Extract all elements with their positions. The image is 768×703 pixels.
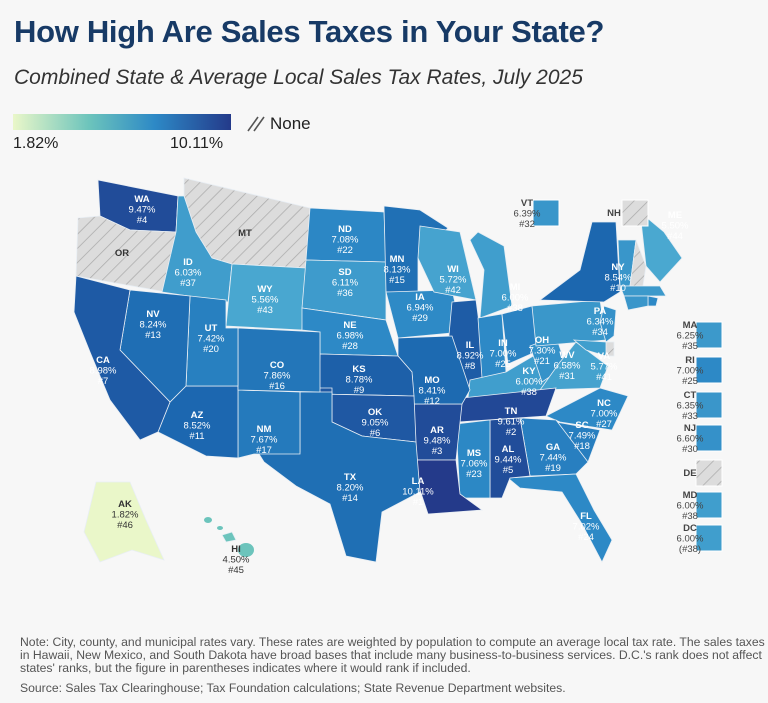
state-label-ak: AK 1.82% #46	[112, 499, 139, 531]
state-label-ia: IA 6.94% #29	[407, 292, 434, 324]
state-label-nh: NH	[607, 208, 621, 219]
state-label-mn: MN 8.13% #15	[384, 254, 411, 286]
state-label-tx: TX 8.20% #14	[337, 472, 364, 504]
hatch-icon	[247, 116, 265, 132]
state-ca	[73, 275, 171, 441]
state-label-sd: SD 6.11% #36	[332, 267, 359, 299]
state-ny	[538, 221, 621, 303]
state-label-ok: OK 9.05% #6	[362, 407, 389, 439]
state-box-nj	[695, 424, 723, 452]
state-label-ut: UT 7.42% #20	[198, 323, 225, 355]
legend-color-scale	[13, 114, 231, 130]
state-label-il: IL 8.92% #8	[457, 340, 484, 372]
state-label-va: VA 5.77% #41	[591, 351, 618, 383]
state-hi-island	[204, 517, 212, 523]
state-box-ma	[695, 321, 723, 349]
state-box-nh	[621, 199, 649, 227]
state-box-dc	[695, 524, 723, 552]
state-label-al: AL 9.44% #5	[495, 444, 522, 476]
state-fl	[506, 473, 613, 563]
legend-none: None	[246, 114, 311, 134]
state-label-pa: PA 6.34% #34	[587, 306, 614, 338]
footnote: Note: City, county, and municipal rates …	[20, 635, 765, 675]
state-ak	[83, 481, 165, 563]
state-box-de	[695, 459, 723, 487]
state-label-co: CO 7.86% #16	[264, 360, 291, 392]
state-wi	[417, 225, 477, 301]
state-md	[572, 339, 607, 357]
page-subtitle: Combined State & Average Local Sales Tax…	[14, 66, 583, 89]
state-label-dc: DC 6.00% (#38)	[677, 523, 704, 555]
state-ma	[619, 285, 667, 297]
state-label-wi: WI 5.72% #42	[440, 264, 467, 296]
state-label-me: ME 5.50% #44	[662, 210, 689, 242]
state-label-ma: MA 6.25% #35	[677, 320, 704, 352]
state-hi	[221, 531, 237, 543]
state-label-tn: TN 9.61% #2	[498, 406, 525, 438]
state-box-ri	[695, 356, 723, 384]
state-box-ct	[695, 391, 723, 419]
state-label-or: OR	[115, 248, 129, 259]
state-ct	[623, 295, 649, 311]
state-label-hi: HI 4.50% #45	[223, 544, 250, 576]
state-label-ks: KS 8.78% #9	[346, 364, 373, 396]
state-label-fl: FL 7.02% #24	[573, 511, 600, 543]
state-label-in: IN 7.00% #25	[490, 338, 517, 370]
state-nj	[599, 305, 617, 343]
state-label-wa: WA 9.47% #4	[129, 194, 156, 226]
legend-max-label: 10.11%	[170, 135, 224, 152]
state-label-id: ID 6.03% #37	[175, 257, 202, 289]
state-label-mt: MT	[238, 228, 252, 239]
legend-none-label: None	[270, 114, 311, 133]
state-label-ct: CT 6.35% #33	[677, 390, 704, 422]
state-label-wv: WV 6.58% #31	[554, 350, 581, 382]
page-title: How High Are Sales Taxes in Your State?	[14, 14, 605, 49]
state-label-ri: RI 7.00% #25	[677, 355, 704, 387]
state-label-ar: AR 9.48% #3	[424, 425, 451, 457]
state-me	[639, 211, 683, 283]
state-label-wy: WY 5.56% #43	[252, 284, 279, 316]
state-label-nd: ND 7.08% #22	[332, 224, 359, 256]
us-map: WA 9.47% #4 OR MT ID 6.03% #37 WY 5.56% #43 ND 7.08%…	[73, 177, 723, 576]
source-note: Source: Sales Tax Clearinghouse; Tax Fou…	[20, 681, 566, 695]
state-ri	[647, 295, 659, 307]
state-nc	[545, 387, 629, 431]
state-label-ne: NE 6.98% #28	[337, 320, 364, 352]
state-label-nm: NM 7.67% #17	[251, 424, 278, 456]
state-label-mo: MO 8.41% #12	[419, 375, 446, 407]
state-box-md	[695, 491, 723, 519]
state-label-sc: SC 7.49% #18	[569, 420, 596, 452]
legend-min-label: 1.82%	[13, 135, 59, 152]
state-label-ny: NY 8.54% #10	[605, 262, 632, 294]
state-ms	[455, 419, 491, 499]
state-label-de: DE	[683, 468, 696, 479]
state-box-vt	[532, 199, 560, 227]
state-label-oh: OH 7.30% #21	[529, 335, 556, 367]
state-label-md: MD 6.00% #38	[677, 490, 704, 522]
state-va	[539, 341, 609, 391]
state-hi-island	[238, 543, 254, 557]
state-label-ms: MS 7.06% #23	[461, 448, 488, 480]
state-label-vt: VT 6.39% #32	[514, 198, 541, 230]
state-label-mi: MI 6.00% #38	[502, 282, 529, 314]
state-label-nv: NV 8.24% #13	[140, 309, 167, 341]
state-label-ca: CA 8.98% #7	[90, 355, 117, 387]
state-label-nc: NC 7.00% #27	[591, 398, 618, 430]
state-label-la: LA 10.11% #1	[402, 476, 434, 508]
state-label-nj: NJ 6.60% #30	[677, 423, 704, 455]
state-label-ga: GA 7.44% #19	[540, 442, 567, 474]
state-label-az: AZ 8.52% #11	[184, 410, 211, 442]
state-label-ky: KY 6.00% #38	[516, 366, 543, 398]
state-hi-island	[217, 526, 223, 530]
